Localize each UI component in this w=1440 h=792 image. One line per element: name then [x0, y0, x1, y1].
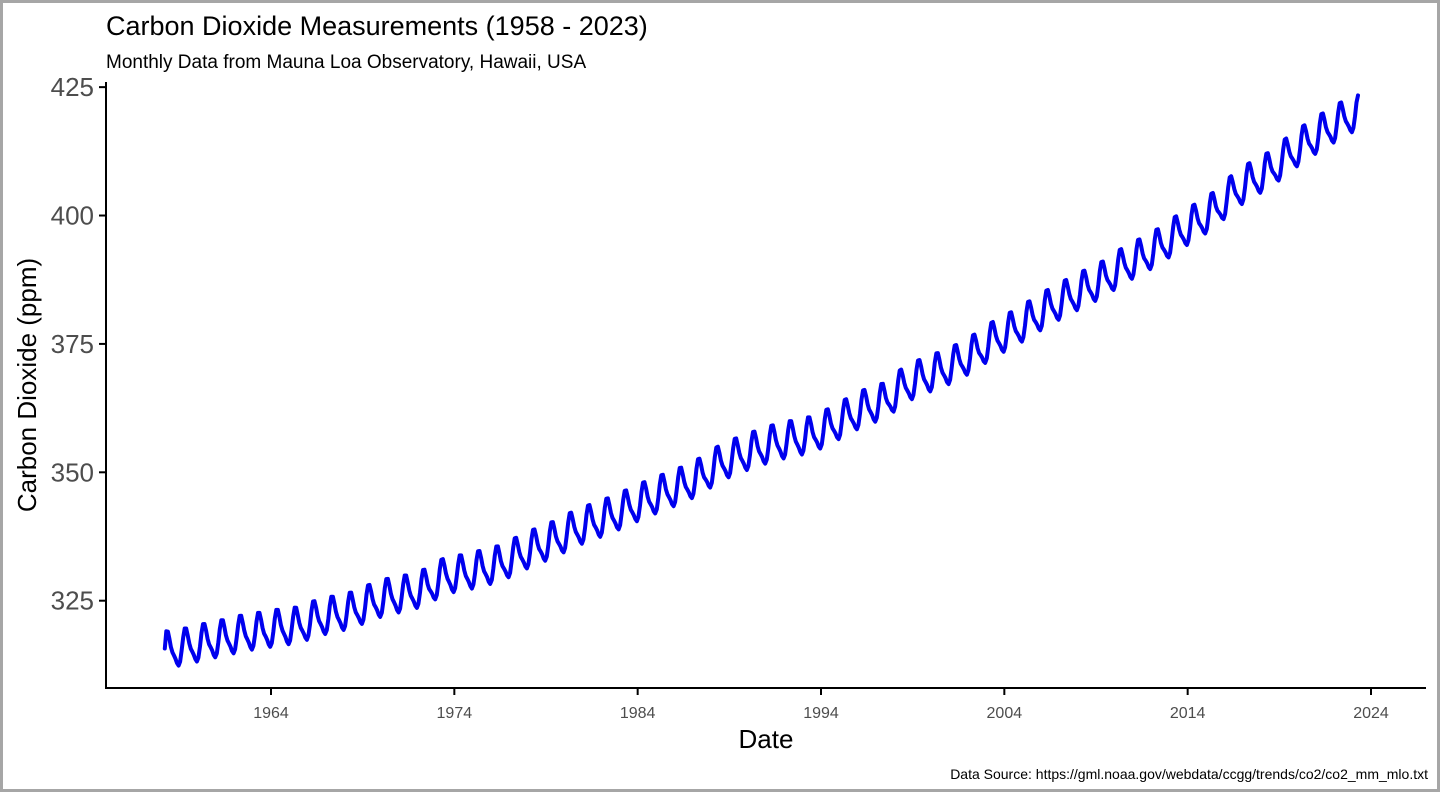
- x-axis-title: Date: [739, 724, 794, 754]
- y-tick-label: 375: [51, 329, 94, 359]
- y-tick-label: 350: [51, 457, 94, 487]
- y-tick-label: 425: [51, 72, 94, 102]
- y-tick-label: 325: [51, 586, 94, 616]
- x-tick-label: 1984: [620, 705, 656, 722]
- x-tick-label: 2014: [1170, 705, 1206, 722]
- y-tick-label: 400: [51, 201, 94, 231]
- x-tick-label: 2024: [1353, 705, 1389, 722]
- chart-subtitle: Monthly Data from Mauna Loa Observatory,…: [106, 52, 586, 73]
- x-tick-label: 2004: [987, 705, 1023, 722]
- co2-series-line: [162, 93, 1360, 668]
- y-axis-ticks: 325 350 375 400 425: [51, 72, 106, 616]
- x-tick-label: 1974: [437, 705, 473, 722]
- x-tick-label: 1994: [803, 705, 839, 722]
- x-axis-ticks: 1964 1974 1984 1994 2004 2014 2024: [253, 688, 1389, 722]
- data-source-caption: Data Source: https://gml.noaa.gov/webdat…: [950, 766, 1428, 782]
- x-tick-label: 1964: [253, 705, 289, 722]
- chart-title: Carbon Dioxide Measurements (1958 - 2023…: [106, 11, 648, 41]
- y-axis-title: Carbon Dioxide (ppm): [12, 258, 42, 512]
